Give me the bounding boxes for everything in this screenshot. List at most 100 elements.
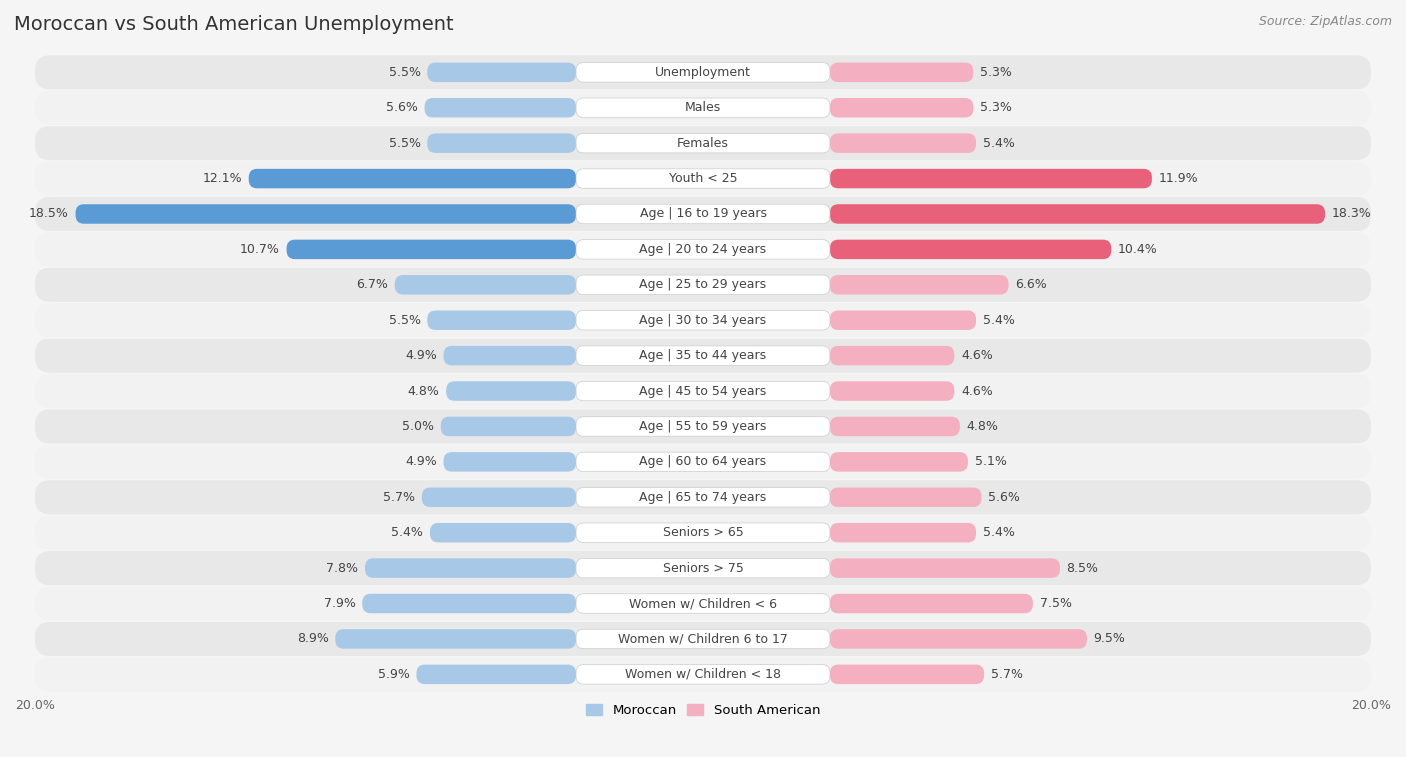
FancyBboxPatch shape [35, 551, 1371, 585]
Text: 5.4%: 5.4% [983, 137, 1015, 150]
FancyBboxPatch shape [35, 268, 1371, 302]
FancyBboxPatch shape [576, 346, 830, 366]
FancyBboxPatch shape [576, 559, 830, 578]
FancyBboxPatch shape [422, 488, 576, 507]
Text: 12.1%: 12.1% [202, 172, 242, 185]
Text: 5.5%: 5.5% [388, 66, 420, 79]
Text: 4.6%: 4.6% [962, 385, 993, 397]
FancyBboxPatch shape [576, 416, 830, 436]
FancyBboxPatch shape [576, 665, 830, 684]
FancyBboxPatch shape [830, 559, 1060, 578]
Text: 9.5%: 9.5% [1094, 632, 1126, 646]
FancyBboxPatch shape [427, 310, 576, 330]
FancyBboxPatch shape [576, 593, 830, 613]
Text: 5.4%: 5.4% [391, 526, 423, 539]
FancyBboxPatch shape [35, 445, 1371, 479]
FancyBboxPatch shape [35, 232, 1371, 266]
FancyBboxPatch shape [443, 346, 576, 366]
Text: Source: ZipAtlas.com: Source: ZipAtlas.com [1258, 15, 1392, 28]
FancyBboxPatch shape [830, 665, 984, 684]
FancyBboxPatch shape [830, 488, 981, 507]
Text: 6.6%: 6.6% [1015, 279, 1047, 291]
FancyBboxPatch shape [35, 587, 1371, 621]
FancyBboxPatch shape [35, 161, 1371, 195]
Text: 4.9%: 4.9% [405, 349, 437, 362]
FancyBboxPatch shape [830, 593, 1033, 613]
FancyBboxPatch shape [830, 452, 967, 472]
FancyBboxPatch shape [35, 410, 1371, 444]
Text: Women w/ Children 6 to 17: Women w/ Children 6 to 17 [619, 632, 787, 646]
FancyBboxPatch shape [363, 593, 576, 613]
Text: 5.4%: 5.4% [983, 526, 1015, 539]
Text: 18.3%: 18.3% [1331, 207, 1371, 220]
FancyBboxPatch shape [35, 91, 1371, 125]
Text: 5.4%: 5.4% [983, 313, 1015, 327]
FancyBboxPatch shape [576, 240, 830, 259]
FancyBboxPatch shape [446, 382, 576, 400]
Text: Women w/ Children < 18: Women w/ Children < 18 [626, 668, 780, 681]
FancyBboxPatch shape [366, 559, 576, 578]
Text: Age | 30 to 34 years: Age | 30 to 34 years [640, 313, 766, 327]
Text: 8.5%: 8.5% [1067, 562, 1098, 575]
Text: Seniors > 75: Seniors > 75 [662, 562, 744, 575]
FancyBboxPatch shape [830, 275, 1008, 294]
Text: 4.8%: 4.8% [966, 420, 998, 433]
FancyBboxPatch shape [830, 240, 1111, 259]
Text: 5.5%: 5.5% [388, 313, 420, 327]
FancyBboxPatch shape [430, 523, 576, 543]
Text: 4.6%: 4.6% [962, 349, 993, 362]
FancyBboxPatch shape [830, 629, 1087, 649]
FancyBboxPatch shape [576, 488, 830, 507]
FancyBboxPatch shape [35, 197, 1371, 231]
FancyBboxPatch shape [35, 657, 1371, 691]
FancyBboxPatch shape [287, 240, 576, 259]
Text: 5.0%: 5.0% [402, 420, 434, 433]
Text: Seniors > 65: Seniors > 65 [662, 526, 744, 539]
FancyBboxPatch shape [576, 204, 830, 224]
Text: 5.3%: 5.3% [980, 101, 1012, 114]
FancyBboxPatch shape [576, 452, 830, 472]
Text: Moroccan vs South American Unemployment: Moroccan vs South American Unemployment [14, 15, 454, 34]
Text: Age | 45 to 54 years: Age | 45 to 54 years [640, 385, 766, 397]
FancyBboxPatch shape [576, 275, 830, 294]
FancyBboxPatch shape [830, 416, 960, 436]
FancyBboxPatch shape [335, 629, 576, 649]
FancyBboxPatch shape [576, 169, 830, 188]
FancyBboxPatch shape [35, 126, 1371, 160]
Legend: Moroccan, South American: Moroccan, South American [581, 699, 825, 722]
FancyBboxPatch shape [576, 98, 830, 117]
Text: 5.6%: 5.6% [387, 101, 418, 114]
Text: 10.7%: 10.7% [240, 243, 280, 256]
FancyBboxPatch shape [830, 133, 976, 153]
FancyBboxPatch shape [35, 480, 1371, 514]
FancyBboxPatch shape [830, 346, 955, 366]
FancyBboxPatch shape [249, 169, 576, 188]
FancyBboxPatch shape [576, 133, 830, 153]
FancyBboxPatch shape [416, 665, 576, 684]
FancyBboxPatch shape [35, 55, 1371, 89]
Text: Age | 20 to 24 years: Age | 20 to 24 years [640, 243, 766, 256]
FancyBboxPatch shape [830, 523, 976, 543]
Text: Youth < 25: Youth < 25 [669, 172, 737, 185]
Text: 6.7%: 6.7% [356, 279, 388, 291]
FancyBboxPatch shape [76, 204, 576, 224]
Text: 5.7%: 5.7% [384, 491, 415, 504]
Text: 5.6%: 5.6% [988, 491, 1019, 504]
FancyBboxPatch shape [35, 304, 1371, 337]
FancyBboxPatch shape [576, 63, 830, 82]
FancyBboxPatch shape [35, 622, 1371, 656]
FancyBboxPatch shape [427, 133, 576, 153]
FancyBboxPatch shape [443, 452, 576, 472]
Text: 7.8%: 7.8% [326, 562, 359, 575]
Text: Women w/ Children < 6: Women w/ Children < 6 [628, 597, 778, 610]
Text: Age | 60 to 64 years: Age | 60 to 64 years [640, 456, 766, 469]
FancyBboxPatch shape [35, 338, 1371, 372]
Text: Females: Females [678, 137, 728, 150]
Text: 10.4%: 10.4% [1118, 243, 1157, 256]
Text: Age | 55 to 59 years: Age | 55 to 59 years [640, 420, 766, 433]
FancyBboxPatch shape [830, 63, 973, 82]
FancyBboxPatch shape [576, 310, 830, 330]
FancyBboxPatch shape [576, 629, 830, 649]
Text: 11.9%: 11.9% [1159, 172, 1198, 185]
Text: 4.8%: 4.8% [408, 385, 440, 397]
